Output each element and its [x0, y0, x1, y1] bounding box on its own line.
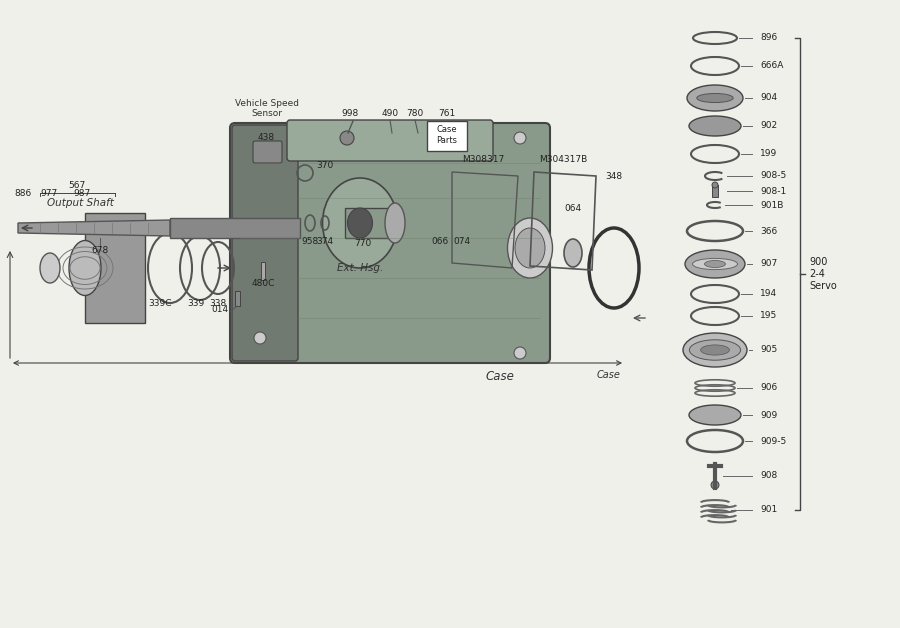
Text: 567: 567	[68, 181, 86, 190]
Ellipse shape	[508, 218, 553, 278]
FancyBboxPatch shape	[253, 141, 282, 163]
Ellipse shape	[700, 345, 729, 355]
Text: 901: 901	[760, 506, 778, 514]
Ellipse shape	[705, 261, 725, 268]
Circle shape	[711, 481, 719, 489]
Text: M308317: M308317	[462, 155, 504, 164]
Bar	[170, 218, 300, 238]
Bar	[85, 213, 145, 323]
Text: 066: 066	[431, 237, 448, 246]
Text: 906: 906	[760, 384, 778, 392]
Circle shape	[340, 131, 354, 145]
Circle shape	[712, 182, 718, 188]
FancyBboxPatch shape	[427, 121, 467, 151]
Polygon shape	[18, 220, 170, 236]
Text: Vehicle Speed
Sensor: Vehicle Speed Sensor	[235, 99, 299, 118]
Text: 770: 770	[355, 239, 372, 248]
Text: 902: 902	[760, 121, 777, 131]
Text: Case
Parts: Case Parts	[436, 126, 457, 144]
Ellipse shape	[687, 85, 743, 111]
Text: 199: 199	[760, 149, 778, 158]
Text: 490: 490	[382, 109, 399, 118]
Bar	[235, 291, 240, 306]
Text: 338: 338	[210, 299, 227, 308]
Ellipse shape	[347, 208, 373, 238]
Text: 977: 977	[40, 189, 58, 198]
Ellipse shape	[385, 203, 405, 243]
Text: 064: 064	[564, 204, 581, 213]
Ellipse shape	[689, 116, 741, 136]
Text: 074: 074	[454, 237, 471, 246]
Ellipse shape	[564, 239, 582, 267]
Text: 438: 438	[258, 133, 275, 142]
FancyBboxPatch shape	[232, 125, 298, 361]
Text: 904: 904	[760, 94, 777, 102]
Circle shape	[254, 332, 266, 344]
Bar	[712, 185, 718, 197]
Text: 900
2-4
Servo: 900 2-4 Servo	[809, 257, 837, 291]
Ellipse shape	[697, 94, 734, 102]
Ellipse shape	[685, 250, 745, 278]
Text: M304317B: M304317B	[539, 155, 587, 164]
Ellipse shape	[683, 333, 747, 367]
Text: 998: 998	[341, 109, 358, 118]
Text: 194: 194	[760, 290, 777, 298]
Text: 901B: 901B	[760, 200, 783, 210]
Bar	[261, 262, 265, 280]
Text: 014: 014	[211, 305, 228, 314]
Text: 905: 905	[760, 345, 778, 354]
Text: 780: 780	[407, 109, 424, 118]
Text: 348: 348	[606, 172, 623, 181]
Ellipse shape	[689, 405, 741, 425]
Ellipse shape	[322, 178, 398, 268]
Ellipse shape	[69, 241, 101, 296]
Circle shape	[514, 132, 526, 144]
Text: 907: 907	[760, 259, 778, 269]
Text: 195: 195	[760, 311, 778, 320]
Text: 908-5: 908-5	[760, 171, 787, 180]
Circle shape	[514, 347, 526, 359]
Text: 370: 370	[316, 161, 333, 170]
Text: 480C: 480C	[251, 279, 274, 288]
Circle shape	[264, 142, 276, 154]
Text: 987: 987	[73, 189, 90, 198]
Text: Output Shaft: Output Shaft	[47, 198, 113, 208]
Text: 908: 908	[760, 472, 778, 480]
Text: Ext. Hsg.: Ext. Hsg.	[337, 263, 383, 273]
FancyBboxPatch shape	[287, 120, 493, 161]
Ellipse shape	[689, 340, 741, 360]
Text: 908-1: 908-1	[760, 187, 787, 195]
Ellipse shape	[515, 228, 545, 268]
Ellipse shape	[97, 241, 132, 296]
Text: 909-5: 909-5	[760, 436, 787, 445]
Text: 374: 374	[317, 237, 334, 246]
FancyBboxPatch shape	[230, 123, 550, 363]
Text: 909: 909	[760, 411, 778, 420]
Text: 761: 761	[438, 109, 455, 118]
Text: 958: 958	[302, 237, 319, 246]
Bar	[345, 208, 395, 238]
Text: 366: 366	[760, 227, 778, 236]
Text: Case: Case	[486, 370, 515, 383]
Text: 886: 886	[14, 189, 32, 198]
Text: Case: Case	[596, 370, 620, 380]
Text: 666A: 666A	[760, 62, 783, 70]
Text: 339: 339	[187, 299, 204, 308]
Ellipse shape	[40, 253, 60, 283]
Text: 339C: 339C	[148, 299, 172, 308]
Text: 678: 678	[92, 246, 109, 255]
Text: 896: 896	[760, 33, 778, 43]
Ellipse shape	[692, 258, 737, 269]
